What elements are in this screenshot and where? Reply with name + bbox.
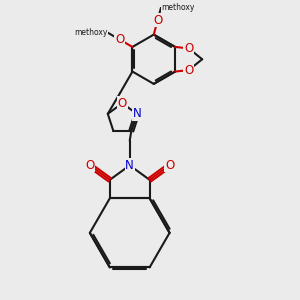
Text: O: O bbox=[165, 159, 174, 172]
Text: N: N bbox=[125, 159, 134, 172]
Text: O: O bbox=[184, 64, 193, 76]
Text: O: O bbox=[153, 14, 162, 27]
Text: O: O bbox=[184, 42, 193, 55]
Text: methoxy: methoxy bbox=[74, 28, 108, 37]
Text: O: O bbox=[118, 97, 127, 110]
Text: methoxy: methoxy bbox=[161, 3, 194, 12]
Text: O: O bbox=[115, 33, 124, 46]
Text: O: O bbox=[85, 159, 94, 172]
Text: N: N bbox=[133, 107, 141, 120]
